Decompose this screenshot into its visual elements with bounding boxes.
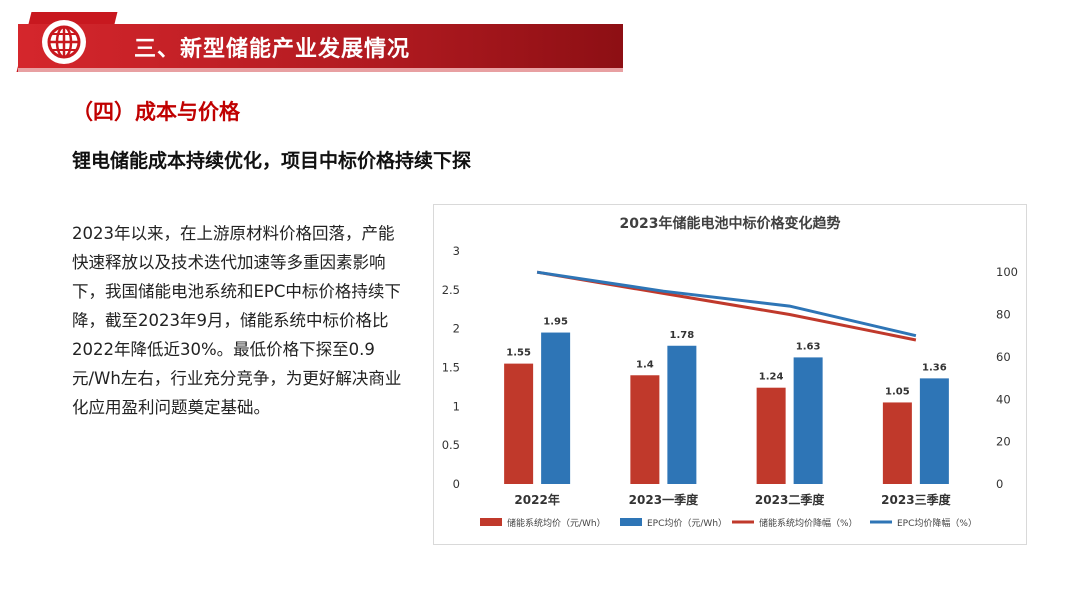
header-title: 三、新型储能产业发展情况 <box>134 37 411 62</box>
x-tick-label: 2023一季度 <box>629 492 699 507</box>
bar-data-label: 1.95 <box>543 317 568 328</box>
legend-label: 储能系统均价（元/Wh） <box>507 517 606 529</box>
globe-icon <box>42 20 86 64</box>
header-underline <box>18 68 623 72</box>
x-tick-label: 2023二季度 <box>755 492 825 507</box>
bar-data-label: 1.78 <box>670 330 695 341</box>
bar-data-label: 1.24 <box>759 372 784 383</box>
y-left-tick-label: 3 <box>453 244 460 258</box>
y-left-tick-label: 2 <box>453 322 460 336</box>
series-line <box>536 270 917 338</box>
bar <box>882 402 912 484</box>
section-title: （四）成本与价格 <box>72 100 240 124</box>
bar-data-label: 1.55 <box>506 348 531 359</box>
chart-frame: 2023年储能电池中标价格变化趋势 0 0.5 1 1.5 2 2.5 3 0 20 40 60 80… <box>433 204 1027 545</box>
chart-title: 2023年储能电池中标价格变化趋势 <box>620 215 841 232</box>
bar-data-label: 1.36 <box>922 362 947 373</box>
bar <box>919 378 949 484</box>
bar <box>630 375 660 484</box>
x-tick-label: 2022年 <box>514 492 559 507</box>
series-line <box>536 270 917 342</box>
y-right-tick-label: 80 <box>996 308 1011 322</box>
bar <box>793 357 823 484</box>
bar-data-label: 1.63 <box>796 341 821 352</box>
legend-swatch <box>620 518 642 526</box>
x-tick-label: 2023三季度 <box>881 492 951 507</box>
subheading: 锂电储能成本持续优化，项目中标价格持续下探 <box>72 150 472 172</box>
y-right-tick-label: 100 <box>996 265 1018 279</box>
legend-label: EPC均价降幅（%） <box>897 517 977 529</box>
y-right-tick-label: 40 <box>996 392 1011 406</box>
bar <box>504 363 534 484</box>
bar <box>541 332 571 484</box>
bar-data-label: 1.05 <box>885 386 910 397</box>
y-left-tick-label: 2.5 <box>442 283 460 297</box>
y-right-tick-label: 0 <box>996 477 1003 491</box>
y-left-tick-label: 0.5 <box>442 438 460 452</box>
legend-label: 储能系统均价降幅（%） <box>759 517 858 529</box>
legend-swatch <box>480 518 502 526</box>
y-left-tick-label: 0 <box>453 477 460 491</box>
body-paragraph: 2023年以来，在上游原材料价格回落，产能快速释放以及技术迭代加速等多重因素影响… <box>72 224 402 417</box>
header-band <box>18 24 623 68</box>
y-left-tick-label: 1 <box>453 399 460 413</box>
bar <box>756 387 786 484</box>
legend-label: EPC均价（元/Wh） <box>647 517 727 529</box>
y-left-tick-label: 1.5 <box>442 361 460 375</box>
bar <box>667 345 697 484</box>
bar-data-label: 1.4 <box>636 359 654 370</box>
y-right-tick-label: 20 <box>996 435 1011 449</box>
y-right-tick-label: 60 <box>996 350 1011 364</box>
price-trend-chart: 2023年储能电池中标价格变化趋势 0 0.5 1 1.5 2 2.5 3 0 20 40 60 80… <box>442 215 1018 529</box>
